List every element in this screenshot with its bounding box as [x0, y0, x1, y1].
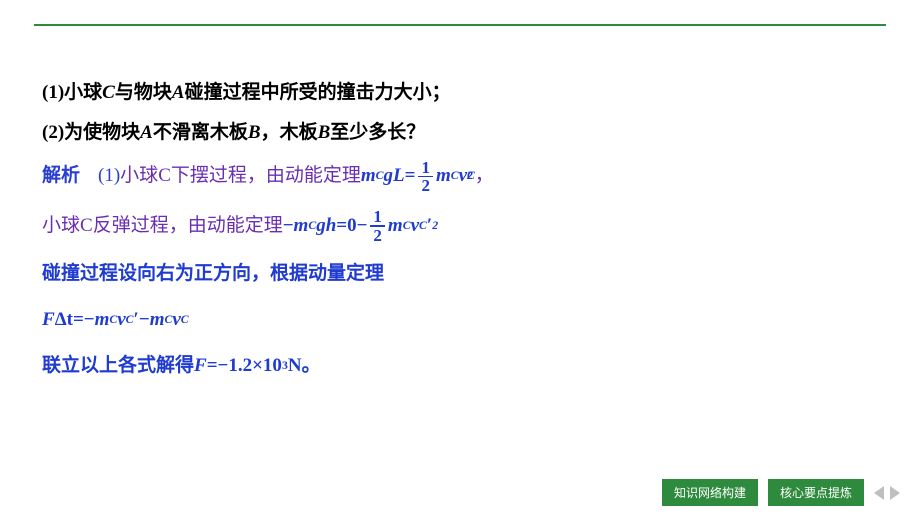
eq2-subC2: C — [403, 216, 411, 236]
eq2-frac: 1 2 — [370, 208, 385, 243]
eq3-eq: = — [73, 304, 84, 336]
eq1-subC3: C — [467, 166, 475, 186]
eq3-v: v — [117, 304, 125, 336]
eq3-dt: Δt — [55, 304, 73, 336]
top-rule — [34, 24, 886, 26]
line1-C: C — [158, 160, 171, 192]
line1-a: 小球 — [120, 160, 158, 192]
eq2-subC3: C — [419, 216, 427, 236]
prev-icon[interactable] — [874, 486, 884, 500]
eq1-v: v — [459, 160, 467, 192]
eq2-minus: − — [357, 210, 368, 242]
q1-var-C: C — [102, 82, 115, 103]
eq2-gh: gh — [316, 210, 336, 242]
q2-text-d: 至少多长？ — [330, 122, 425, 143]
line3-text: 碰撞过程设向右为正方向，根据动量定理 — [42, 258, 384, 290]
solution-line-4: FΔt = −mCvC′ − mCvC — [42, 304, 878, 336]
eq3-v2: v — [172, 304, 180, 336]
eq2-frac-den: 2 — [370, 227, 385, 244]
eq2-frac-num: 1 — [370, 208, 385, 225]
eq2-m2: m — [388, 210, 403, 242]
content-area: (1)小球C与物块A碰撞过程中所受的撞击力大小； (2)为使物块A不滑离木板B，… — [42, 78, 878, 396]
q2-text-c: ，木板 — [261, 122, 318, 143]
eq1-subC: C — [376, 166, 384, 186]
eq4-eq: = — [207, 350, 218, 382]
eq1-comma: ， — [475, 160, 494, 192]
eq4-neg: − — [218, 350, 229, 382]
eq1-eq: = — [405, 160, 416, 192]
q2-text-b: 不滑离木板 — [153, 122, 248, 143]
eq2-zero: 0 — [347, 210, 357, 242]
question-1: (1)小球C与物块A碰撞过程中所受的撞击力大小； — [42, 78, 878, 108]
q2-text-a: 为使物块 — [64, 122, 140, 143]
eq3-subC4: C — [181, 310, 189, 330]
eq3-subC: C — [109, 310, 117, 330]
eq1-m: m — [361, 160, 376, 192]
solution-line-2: 小球 C 反弹过程，由动能定理 −mCgh = 0 − 1 2 mCvC′2 — [42, 208, 878, 243]
eq4-period: 。 — [302, 350, 321, 382]
nav-button-knowledge[interactable]: 知识网络构建 — [662, 479, 758, 506]
eq1-frac: 1 2 — [418, 159, 433, 194]
nav-arrows — [874, 486, 900, 500]
eq1-gL: gL — [384, 160, 405, 192]
eq3-m2: m — [150, 304, 165, 336]
nav-button-core[interactable]: 核心要点提炼 — [768, 479, 864, 506]
line2-b: 反弹过程，由动能定理 — [93, 210, 283, 242]
next-icon[interactable] — [890, 486, 900, 500]
solution-line-3: 碰撞过程设向右为正方向，根据动量定理 — [42, 258, 878, 290]
eq2-v: v — [411, 210, 419, 242]
q1-var-A: A — [172, 82, 185, 103]
question-2: (2)为使物块A不滑离木板B，木板B至少多长？ — [42, 118, 878, 148]
solution-line-5: 联立以上各式解得F = −1.2×103 N。 — [42, 350, 878, 382]
eq4-val: 1.2×10 — [228, 350, 282, 382]
eq2-m: m — [294, 210, 309, 242]
eq4-unit: N — [288, 350, 302, 382]
eq2-sq: 2 — [432, 216, 438, 236]
line1-num: (1) — [98, 160, 120, 192]
eq1-m2: m — [436, 160, 451, 192]
q1-prefix: (1) — [42, 82, 64, 103]
eq3-subC3: C — [164, 310, 172, 330]
eq1-subC2: C — [451, 166, 459, 186]
eq3-neg: − — [84, 304, 95, 336]
line1-b: 下摆过程，由动能定理 — [171, 160, 361, 192]
q1-text-c: 碰撞过程中所受的撞击力大小； — [185, 82, 451, 103]
eq2-subC: C — [308, 216, 316, 236]
eq1-frac-num: 1 — [418, 159, 433, 176]
eq3-F: F — [42, 304, 55, 336]
line5-a: 联立以上各式解得 — [42, 350, 194, 382]
q2-var-B: B — [248, 122, 261, 143]
q2-var-B2: B — [318, 122, 331, 143]
eq2-neg: − — [283, 210, 294, 242]
bottom-nav: 知识网络构建 核心要点提炼 — [662, 479, 900, 506]
solution-label: 解析 — [42, 160, 80, 192]
line2-a: 小球 — [42, 210, 80, 242]
solution-line-1: 解析 (1) 小球 C 下摆过程，由动能定理 mCgL = 1 2 mCv2C， — [42, 159, 878, 194]
q2-prefix: (2) — [42, 122, 64, 143]
eq3-minus: − — [139, 304, 150, 336]
eq4-F: F — [194, 350, 207, 382]
eq3-subC2: C — [126, 310, 134, 330]
eq2-eq: = — [336, 210, 347, 242]
line2-C: C — [80, 210, 93, 242]
eq3-m: m — [95, 304, 110, 336]
q1-text-a: 小球 — [64, 82, 102, 103]
q1-text-b: 与物块 — [115, 82, 172, 103]
q2-var-A: A — [140, 122, 153, 143]
eq1-frac-den: 2 — [418, 177, 433, 194]
